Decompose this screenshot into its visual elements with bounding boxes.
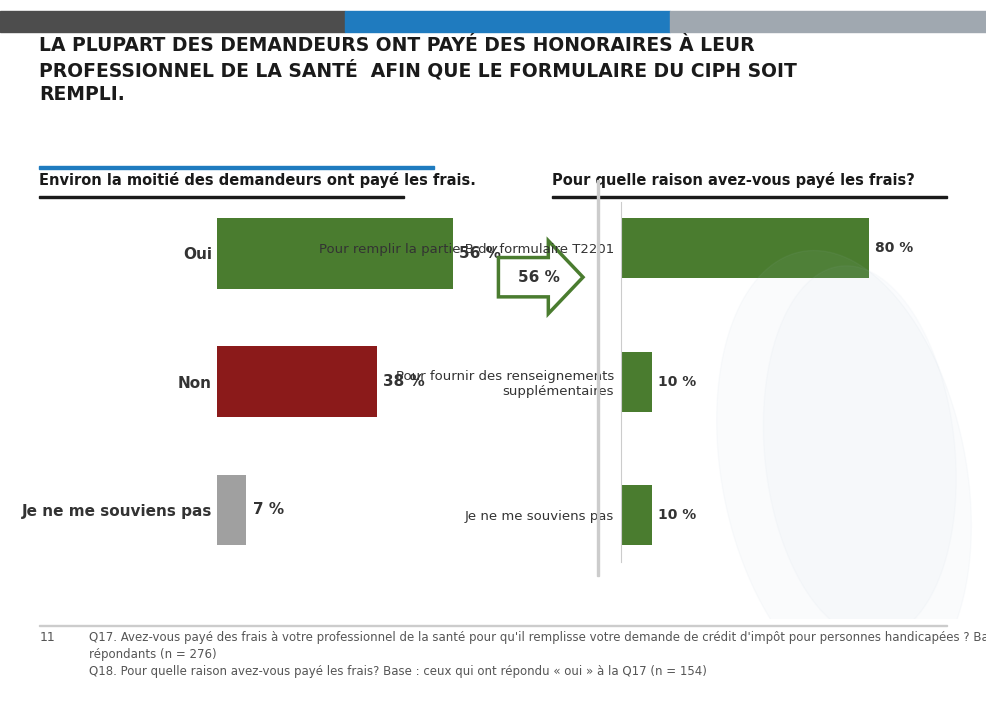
Text: LA PLUPART DES DEMANDEURS ONT PAYÉ DES HONORAIRES À LEUR
PROFESSIONNEL DE LA SAN: LA PLUPART DES DEMANDEURS ONT PAYÉ DES H… (39, 36, 798, 104)
FancyArrow shape (498, 240, 583, 314)
Bar (217, 474, 246, 545)
Bar (0, 11, 345, 32)
Bar (621, 485, 652, 545)
Text: Environ la moitié des demandeurs ont payé les frais.: Environ la moitié des demandeurs ont pay… (39, 172, 476, 188)
Text: 10 %: 10 % (659, 508, 697, 522)
Text: 7 %: 7 % (252, 503, 284, 518)
Bar (345, 11, 670, 32)
Text: 80 %: 80 % (876, 241, 914, 255)
Polygon shape (717, 251, 971, 696)
Polygon shape (763, 266, 956, 639)
Bar (621, 218, 869, 278)
Text: 56 %: 56 % (518, 270, 559, 284)
Bar (217, 346, 377, 417)
Text: Q17. Avez-vous payé des frais à votre professionnel de la santé pour qu'il rempl: Q17. Avez-vous payé des frais à votre pr… (90, 631, 986, 678)
Text: 56 %: 56 % (458, 246, 501, 261)
Bar (621, 351, 652, 412)
Bar (670, 11, 986, 32)
Text: 11: 11 (39, 631, 55, 644)
Text: 38 %: 38 % (384, 374, 425, 389)
Text: Pour quelle raison avez-vous payé les frais?: Pour quelle raison avez-vous payé les fr… (552, 172, 915, 188)
Text: 10 %: 10 % (659, 374, 697, 389)
Bar (217, 218, 453, 289)
